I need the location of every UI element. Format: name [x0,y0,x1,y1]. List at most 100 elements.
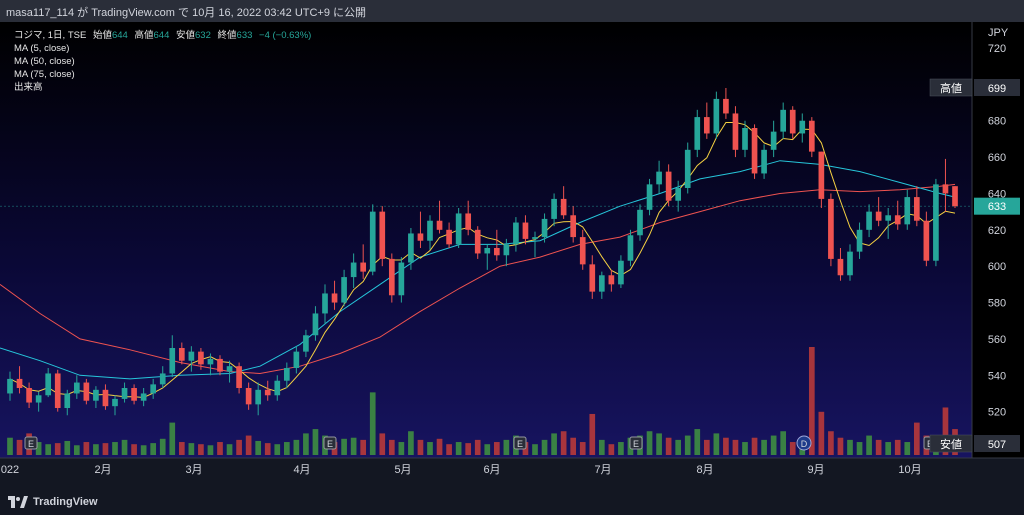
candle-body [7,378,13,394]
candle [952,186,958,208]
candle [293,346,300,374]
price-tick-label: 640 [988,188,1006,200]
time-axis: 022 2月 3月 4月 5月 6月 7月 8月 9月 10月 [1,464,922,476]
volume-bar [150,443,157,455]
candle [54,369,61,412]
candle-body [274,380,281,396]
svg-text:E: E [517,439,523,449]
month-label: 8月 [696,464,713,476]
price-tick-label: 620 [988,225,1006,237]
candle [522,215,529,245]
candle [178,342,185,365]
candle [274,375,281,401]
price-tick-label: 560 [988,334,1006,346]
volume-bar [45,444,52,455]
indicator-ma75[interactable]: MA (75, close) [14,69,75,80]
earnings-marker[interactable]: E [513,436,527,450]
candle-body [217,358,223,372]
candle [885,208,892,239]
ma5-line [9,122,956,399]
price-tick-label: 720 [988,43,1006,55]
candle-body [131,388,137,401]
candle [312,306,319,341]
volume-bar [789,442,796,455]
close-label: 終値 [217,30,237,41]
volume-bar [484,444,491,455]
candle [770,120,777,158]
volume-bar [751,437,758,455]
earnings-marker[interactable]: E [24,436,38,450]
low-label: 安値 [940,437,962,451]
candle [341,269,347,307]
dividend-marker[interactable]: D [796,435,812,451]
volume-bar [732,439,739,455]
candle [808,117,815,158]
last-price-value: 633 [988,201,1006,213]
candle [579,229,586,270]
candle [131,384,137,405]
volume-bar [379,433,386,455]
svg-text:E: E [327,439,333,449]
candle [283,362,290,388]
candle [446,222,452,248]
volume-bar [188,443,195,455]
svg-text:E: E [28,439,34,449]
volume-bar [121,439,128,455]
earnings-marker[interactable]: E [629,436,643,450]
candle-body [93,389,99,401]
tradingview-logo[interactable]: TradingView [8,496,98,508]
indicator-volume[interactable]: 出来高 [14,82,43,93]
candle [388,253,395,303]
change-value: −4 (−0.63%) [259,30,312,41]
volume-bar [283,442,290,455]
candle [379,206,386,267]
candle [904,189,911,230]
volume-bar [341,438,347,455]
earnings-marker[interactable]: E [323,436,337,450]
volume-bar [7,437,13,455]
low-value-legend: 632 [195,30,211,41]
candle-body [684,149,691,188]
volume-bar [474,439,481,455]
candle-body [360,262,367,272]
indicator-ma50[interactable]: MA (50, close) [14,56,75,67]
month-label: 2月 [94,464,111,476]
candle [598,271,605,299]
candle [894,200,901,230]
indicator-ma5[interactable]: MA (5, close) [14,43,70,54]
candles [7,88,958,416]
candle [217,355,223,376]
volume-bar [465,443,472,455]
month-label: 022 [1,464,19,476]
candle-body [102,389,109,407]
brand-name: TradingView [33,496,98,508]
volume-bar [54,443,61,455]
volume-bar [408,431,414,455]
candle-body [264,389,271,396]
symbol-label[interactable]: コジマ, 1日, TSE [14,30,87,41]
candle-body [541,218,548,238]
candle-body [465,213,472,230]
candle-body [226,366,233,372]
volume-bar [503,439,510,455]
candle-body [761,149,767,174]
candle-body [446,229,452,245]
candle [102,384,109,410]
candle-body [723,98,729,114]
candle-body [159,373,166,385]
volume-bar [703,439,710,455]
candle [923,211,930,267]
candle-body [627,235,634,261]
candle-body [923,220,930,261]
candle [789,106,796,139]
high-label-legend: 高値 [134,30,154,41]
candle-body [198,351,204,365]
candle-body [513,222,519,245]
candle-body [73,382,80,394]
price-tick-label: 520 [988,407,1006,419]
volume-bar [770,435,777,455]
candle-body [188,351,195,361]
volume-bar [83,442,90,455]
volume-bar [64,440,71,455]
